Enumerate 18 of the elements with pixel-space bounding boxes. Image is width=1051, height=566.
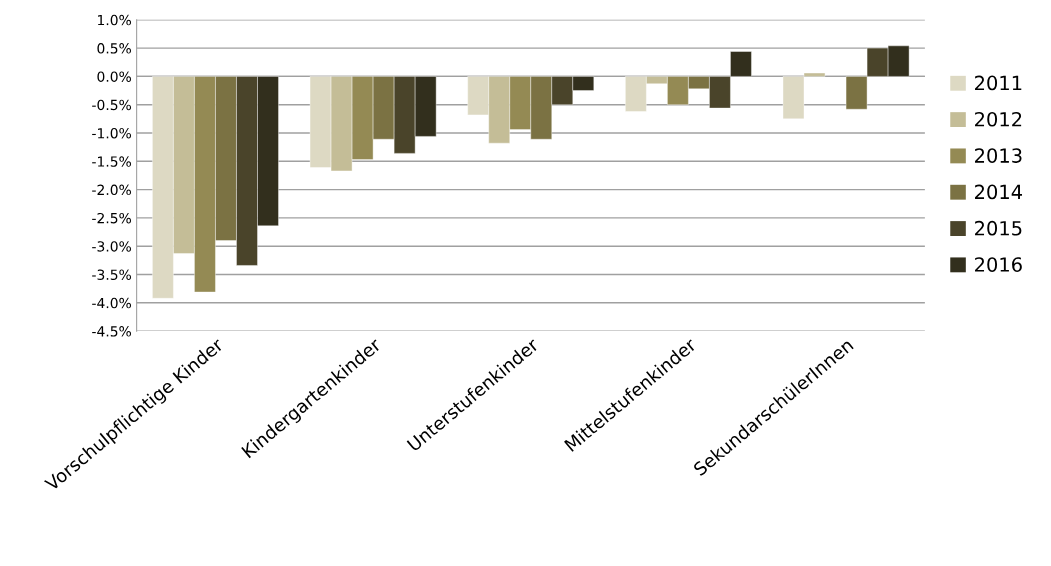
y-tick-label: -4.0% — [92, 297, 131, 309]
y-tick-label: -3.5% — [92, 269, 131, 280]
y-tick-label: -1.5% — [92, 156, 131, 167]
legend-label: 2015 — [975, 220, 1022, 236]
legend-label: 2016 — [975, 257, 1022, 272]
legend-label: 2013 — [975, 148, 1022, 163]
y-tick-label: -2.5% — [92, 212, 131, 224]
y-tick-label: 1.0% — [98, 14, 131, 26]
y-tick-label: -1.0% — [92, 127, 131, 139]
y-tick-label: 0.0% — [97, 71, 131, 82]
legend-label: 2011 — [975, 75, 1022, 91]
y-tick-label: -0.5% — [92, 99, 131, 111]
y-tick-label: -3.0% — [92, 241, 131, 252]
legend-label: 2014 — [975, 184, 1022, 200]
y-tick-label: 0.5% — [97, 43, 131, 54]
y-tick-label: -4.5% — [92, 326, 131, 337]
y-tick-label: -2.0% — [92, 184, 131, 196]
legend-label: 2012 — [975, 111, 1022, 127]
